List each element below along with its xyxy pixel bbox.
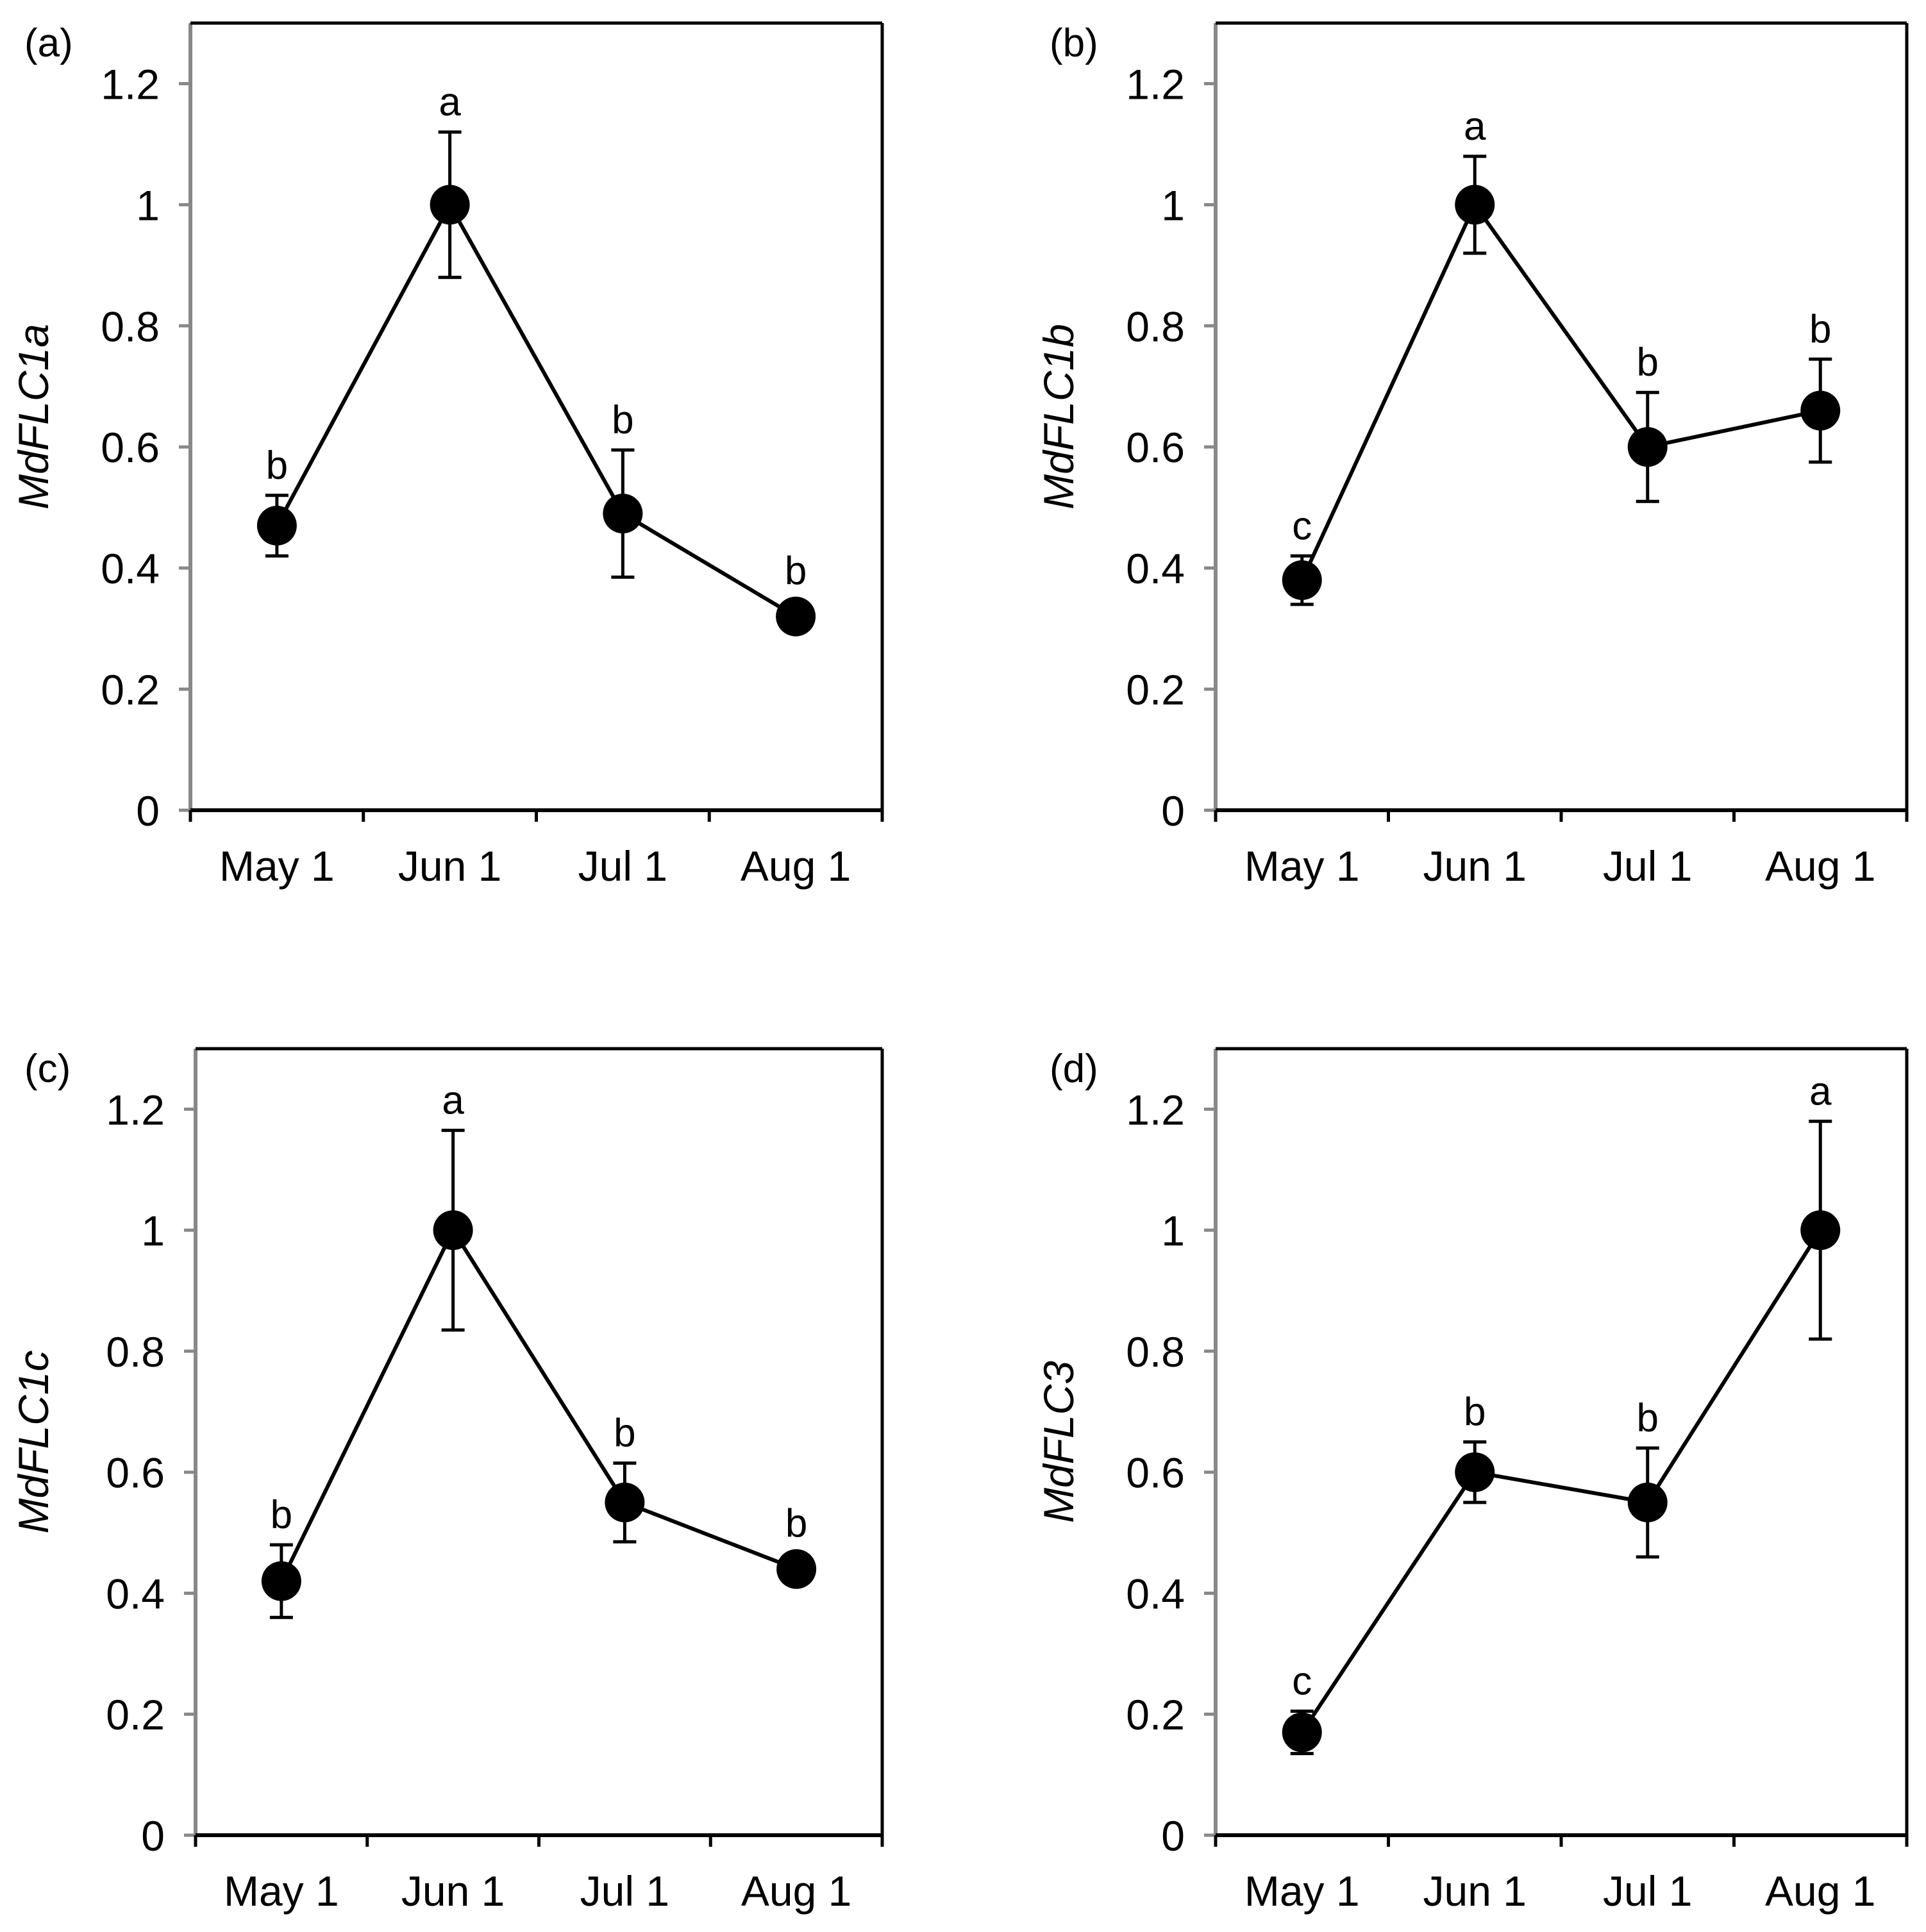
panel-label: (d): [1050, 1047, 1098, 1091]
significance-letter: b: [1637, 340, 1659, 385]
data-point: [605, 1482, 645, 1522]
significance-letter: b: [785, 1502, 807, 1546]
y-tick-label: 0: [1161, 787, 1185, 835]
y-tick-label: 0.4: [1126, 1570, 1185, 1617]
y-tick-label: 0.6: [101, 424, 160, 471]
x-tick-label: May 1: [219, 842, 335, 890]
significance-letter: b: [271, 1493, 292, 1537]
y-tick-label: 0.6: [1126, 1449, 1185, 1497]
significance-letter: b: [614, 1412, 635, 1456]
y-tick-label: 0.2: [106, 1691, 165, 1738]
y-tick-label: 0.8: [1126, 1328, 1185, 1376]
x-tick-label: May 1: [1244, 842, 1360, 890]
significance-letter: c: [1292, 1660, 1312, 1704]
y-tick-label: 0.8: [106, 1328, 165, 1376]
series-line: [280, 1228, 798, 1582]
significance-letter: b: [1464, 1390, 1486, 1435]
chart-panel-3: 0 0.2 0.4 0.6 0.8 1 1.2 May 1 Jun 1 Jul 1 Aug 1 (c)…: [10, 1047, 884, 1915]
x-tick-label: Aug 1: [741, 1867, 851, 1915]
data-point: [433, 1210, 473, 1251]
x-tick-label: Jun 1: [1423, 842, 1527, 890]
y-tick-label: 1: [1161, 1207, 1185, 1254]
x-tick-label: Aug 1: [741, 842, 851, 890]
y-tick-label: 0.2: [101, 666, 160, 713]
data-point: [776, 1549, 817, 1589]
series-line: [275, 203, 797, 619]
chart-panel-4: 0 0.2 0.4 0.6 0.8 1 1.2 May 1 Jun 1 Jul 1 Aug 1 (d)…: [1035, 1047, 1909, 1915]
y-tick-label: 1: [1161, 181, 1185, 229]
y-tick-label: 1.2: [101, 60, 160, 108]
significance-letter: a: [1464, 104, 1486, 149]
x-tick-label: Jun 1: [401, 1867, 505, 1915]
x-tick-label: Jul 1: [578, 842, 667, 890]
y-tick-label: 1.2: [1126, 60, 1185, 108]
y-tick-label: 0: [141, 1812, 165, 1860]
panel-label: (b): [1050, 21, 1098, 65]
y-tick-label: 1: [136, 181, 160, 229]
data-point: [1455, 185, 1495, 225]
chart-panel-2: 0 0.2 0.4 0.6 0.8 1 1.2 May 1 Jun 1 Jul 1 Aug 1 (b)…: [1035, 21, 1909, 890]
significance-letter: c: [1292, 504, 1312, 548]
panel-label: (a): [24, 21, 73, 65]
data-point: [1282, 1712, 1322, 1753]
significance-letter: b: [1637, 1396, 1659, 1440]
y-tick-label: 0.4: [1126, 545, 1185, 592]
y-tick-label: 0.2: [1126, 666, 1185, 713]
x-tick-label: Aug 1: [1765, 842, 1875, 890]
data-point: [1455, 1452, 1495, 1492]
y-tick-label: 0.2: [1126, 1691, 1185, 1738]
data-point: [603, 494, 643, 534]
series-line: [1300, 203, 1821, 581]
y-tick-label: 0.8: [1126, 303, 1185, 350]
x-tick-label: Jul 1: [580, 1867, 669, 1915]
data-point: [1282, 560, 1322, 601]
series-line: [1300, 1229, 1822, 1734]
data-point: [1800, 390, 1841, 431]
y-tick-label: 0: [1161, 1812, 1185, 1860]
data-point: [256, 506, 297, 546]
y-axis-title: MdFLC1b: [1035, 324, 1082, 510]
data-point: [1627, 427, 1668, 467]
x-tick-label: Jul 1: [1603, 842, 1692, 890]
x-tick-label: Aug 1: [1765, 1867, 1875, 1915]
significance-letter: a: [439, 80, 461, 124]
x-tick-label: Jul 1: [1603, 1867, 1692, 1915]
x-tick-label: May 1: [224, 1867, 339, 1915]
x-tick-label: Jun 1: [398, 842, 501, 890]
y-tick-label: 0: [136, 787, 160, 835]
significance-letter: a: [442, 1078, 464, 1122]
y-tick-label: 0.4: [106, 1570, 165, 1617]
significance-letter: b: [612, 398, 633, 442]
chart-panel-1: 0 0.2 0.4 0.6 0.8 1 1.2 May 1 Jun 1 Jul 1 Aug 1 (a)…: [10, 21, 884, 890]
y-tick-label: 0.6: [106, 1449, 165, 1497]
y-tick-label: 0.4: [101, 545, 160, 592]
x-tick-label: Jun 1: [1423, 1867, 1527, 1915]
y-axis-title: MdFLC1c: [10, 1350, 57, 1533]
y-axis-title: MdFLC3: [1035, 1361, 1082, 1523]
x-tick-label: May 1: [1244, 1867, 1360, 1915]
significance-letter: b: [785, 549, 807, 594]
significance-letter: a: [1809, 1069, 1832, 1113]
panel-label: (c): [24, 1047, 71, 1091]
data-point: [1627, 1482, 1668, 1522]
y-tick-label: 0.6: [1126, 424, 1185, 471]
y-tick-label: 1.2: [106, 1086, 165, 1133]
significance-letter: b: [266, 444, 288, 488]
significance-letter: b: [1809, 307, 1831, 351]
y-axis-title: MdFLC1a: [10, 324, 57, 510]
y-tick-label: 1: [141, 1207, 165, 1254]
data-point: [430, 185, 470, 225]
data-point: [1800, 1210, 1841, 1251]
y-tick-label: 1.2: [1126, 1086, 1185, 1133]
data-point: [776, 596, 816, 637]
y-tick-label: 0.8: [101, 303, 160, 350]
data-point: [261, 1561, 301, 1601]
